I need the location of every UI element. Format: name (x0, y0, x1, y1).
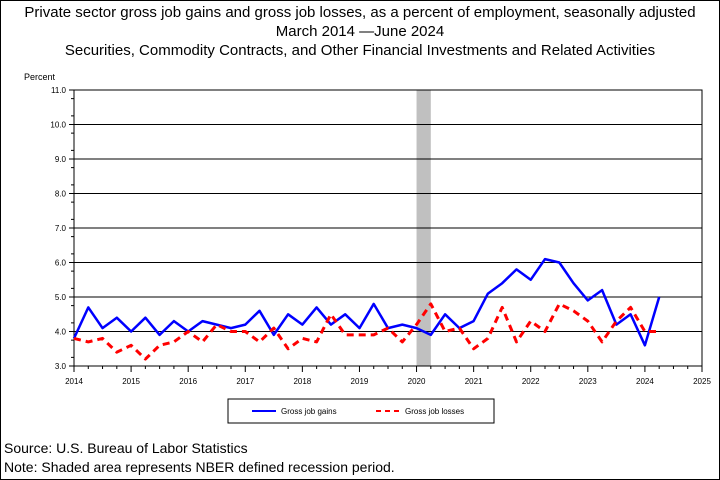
source-note: Source: U.S. Bureau of Labor Statistics (4, 440, 248, 456)
y-tick-label: 5.0 (55, 293, 67, 302)
x-tick-label: 2014 (65, 377, 83, 386)
y-tick-label: 6.0 (55, 259, 67, 268)
y-tick-label: 8.0 (55, 190, 67, 199)
recession-note: Note: Shaded area represents NBER define… (4, 459, 395, 475)
x-tick-label: 2023 (579, 377, 597, 386)
chart-subtitle: March 2014 —June 2024 (275, 23, 445, 40)
legend-label: Gross job losses (405, 407, 464, 416)
x-tick-label: 2016 (179, 377, 197, 386)
y-tick-label: 9.0 (55, 155, 67, 164)
legend-label: Gross job gains (281, 407, 337, 416)
x-tick-label: 2018 (293, 377, 311, 386)
x-tick-label: 2019 (351, 377, 369, 386)
gross-job-gains-line (72, 257, 661, 347)
industry-title: Securities, Commodity Contracts, and Oth… (64, 42, 656, 59)
x-tick-label: 2021 (465, 377, 483, 386)
x-tick-label: 2015 (122, 377, 140, 386)
x-tick-label: 2025 (693, 377, 711, 386)
x-tick-label: 2022 (522, 377, 540, 386)
y-tick-label: 3.0 (55, 362, 67, 371)
y-tick-label: 7.0 (55, 224, 67, 233)
y-axis-label: Percent (24, 72, 56, 82)
x-tick-label: 2024 (636, 377, 654, 386)
chart-title: Private sector gross job gains and gross… (24, 4, 696, 21)
y-tick-label: 4.0 (55, 328, 67, 337)
x-tick-label: 2017 (236, 377, 254, 386)
y-tick-label: 10.0 (50, 121, 66, 130)
y-tick-label: 11.0 (51, 86, 67, 95)
x-tick-label: 2020 (408, 377, 426, 386)
